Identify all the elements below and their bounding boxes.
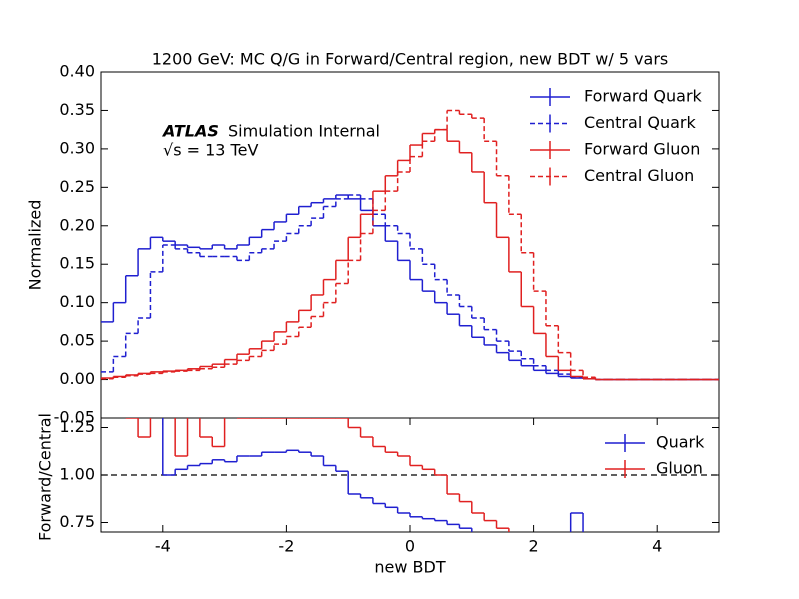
legend-label: Central Gluon: [584, 166, 694, 185]
y-tick-label: 0.15: [59, 254, 95, 273]
y-tick-label: 0.05: [59, 331, 95, 350]
y-tick-label: 1.00: [59, 465, 95, 484]
y-tick-label: 0.35: [59, 100, 95, 119]
x-tick-label: 4: [652, 537, 662, 556]
legend-label: Central Quark: [584, 113, 696, 132]
atlas-label: ATLAS: [161, 122, 219, 141]
y-tick-label: 0.30: [59, 138, 95, 157]
x-tick-label: -2: [278, 537, 294, 556]
chart-title: 1200 GeV: MC Q/G in Forward/Central regi…: [152, 50, 669, 69]
legend-label: Forward Gluon: [584, 140, 700, 159]
y-tick-label: 0.75: [59, 512, 95, 531]
y-tick-label: 1.25: [59, 417, 95, 436]
plot-area: [101, 109, 719, 381]
x-tick-label: 0: [405, 537, 415, 556]
x-axis-label: new BDT: [374, 558, 445, 577]
y-tick-label: 0.25: [59, 177, 95, 196]
annotation: Simulation Internal: [228, 122, 380, 141]
plot-area: [101, 418, 719, 532]
annotation: √s = 13 TeV: [163, 141, 258, 160]
x-tick-label: 2: [529, 537, 539, 556]
y-tick-label: 0.10: [59, 292, 95, 311]
y-axis-label: Normalized: [26, 200, 45, 291]
y-tick-label: 0.00: [59, 369, 95, 388]
legend-label: Quark: [656, 433, 705, 452]
y-axis-label: Forward/Central: [36, 413, 55, 541]
legend-label: Forward Quark: [584, 87, 703, 106]
legend-label: Gluon: [656, 459, 703, 478]
y-tick-label: 0.20: [59, 215, 95, 234]
y-tick-label: 0.40: [59, 62, 95, 81]
y-tick-label: -0.05: [54, 408, 95, 427]
x-tick-label: -4: [155, 537, 171, 556]
